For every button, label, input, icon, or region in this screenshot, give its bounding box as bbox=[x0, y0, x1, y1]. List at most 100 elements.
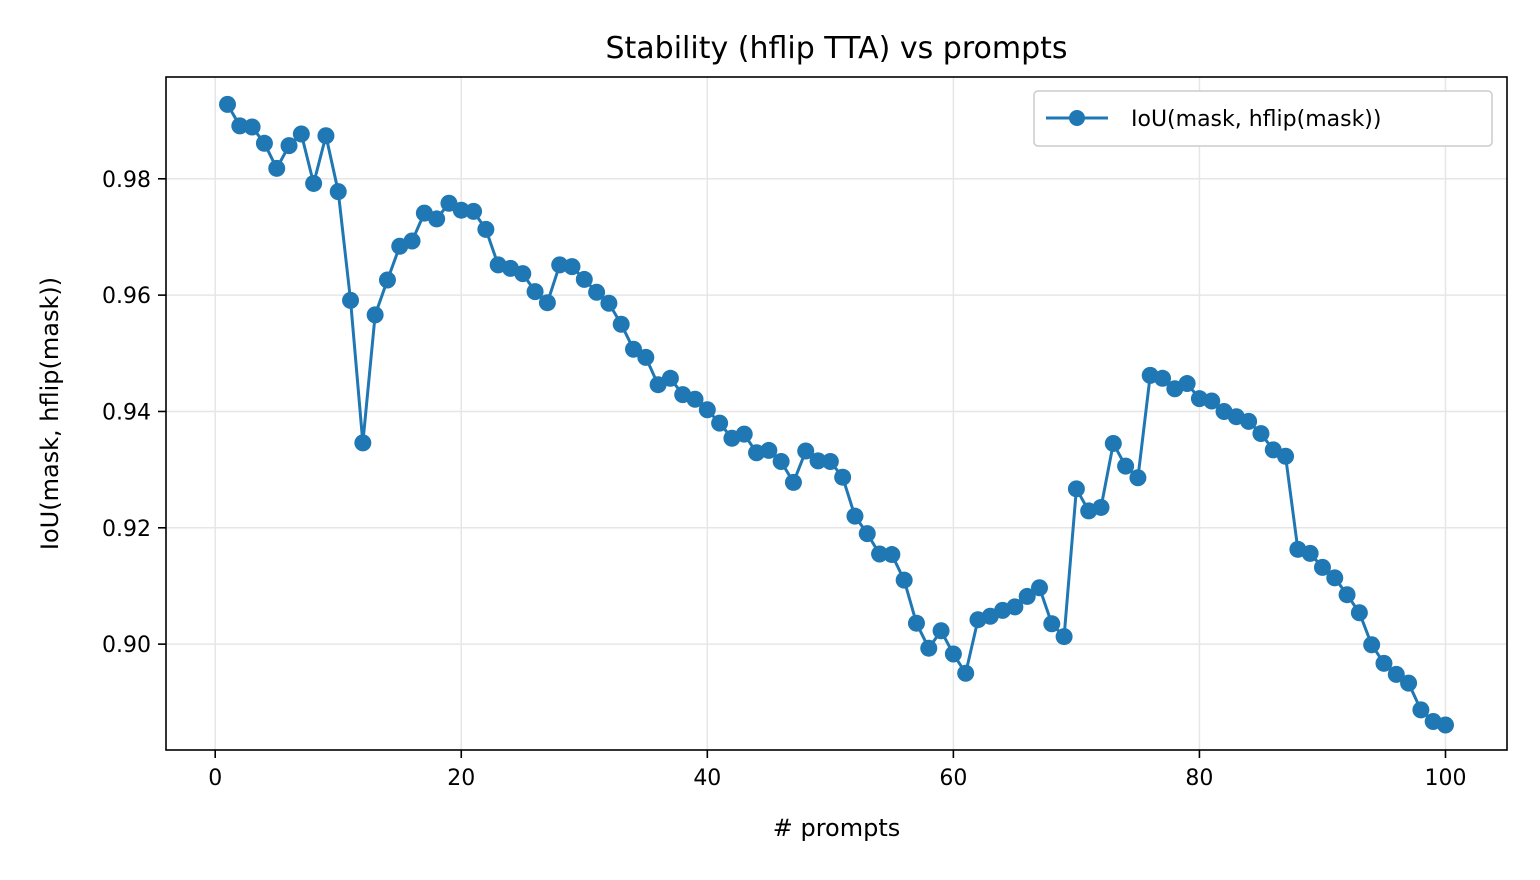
y-tick-label: 0.98 bbox=[102, 168, 151, 193]
data-point bbox=[957, 664, 975, 682]
x-tick-label: 20 bbox=[447, 766, 475, 791]
data-point bbox=[600, 294, 618, 312]
data-point bbox=[1436, 716, 1454, 734]
data-point bbox=[403, 232, 421, 250]
data-point bbox=[711, 414, 729, 432]
data-point bbox=[378, 271, 396, 289]
data-point bbox=[452, 201, 470, 219]
data-point bbox=[834, 468, 852, 486]
data-point bbox=[698, 401, 716, 419]
data-point bbox=[1203, 392, 1221, 410]
plot-frame bbox=[165, 76, 1508, 751]
x-tick-label: 40 bbox=[693, 766, 721, 791]
data-point bbox=[920, 639, 938, 657]
x-axis-label: # prompts bbox=[773, 814, 901, 842]
data-point bbox=[1301, 544, 1319, 562]
data-point bbox=[588, 283, 606, 301]
data-point bbox=[772, 452, 790, 470]
data-point bbox=[1363, 636, 1381, 654]
data-point bbox=[1313, 558, 1331, 576]
data-point bbox=[1387, 665, 1405, 683]
data-point bbox=[637, 348, 655, 366]
data-point bbox=[305, 174, 323, 192]
data-point bbox=[1277, 447, 1295, 465]
data-point bbox=[514, 265, 532, 283]
y-axis-label: IoU(mask, hflip(mask)) bbox=[36, 277, 64, 550]
data-point bbox=[268, 159, 286, 177]
data-point bbox=[1006, 598, 1024, 616]
data-point bbox=[907, 614, 925, 632]
data-point bbox=[1350, 604, 1368, 622]
data-point bbox=[1018, 587, 1036, 605]
data-point bbox=[477, 220, 495, 238]
data-point bbox=[1252, 425, 1270, 443]
data-point bbox=[231, 117, 249, 135]
data-point bbox=[883, 546, 901, 564]
data-point bbox=[243, 118, 261, 136]
data-point bbox=[428, 210, 446, 228]
data-point bbox=[317, 127, 335, 145]
data-point bbox=[784, 473, 802, 491]
data-point bbox=[1326, 569, 1344, 587]
data-point bbox=[1030, 579, 1048, 597]
data-point bbox=[329, 183, 347, 201]
data-point bbox=[1178, 375, 1196, 393]
data-point bbox=[612, 315, 630, 333]
data-point bbox=[280, 137, 298, 155]
data-point bbox=[932, 622, 950, 640]
data-point bbox=[846, 507, 864, 525]
data-point bbox=[366, 306, 384, 324]
data-point bbox=[1092, 498, 1110, 516]
data-point bbox=[1338, 586, 1356, 604]
data-point bbox=[1240, 412, 1258, 430]
x-tick-label: 80 bbox=[1185, 766, 1213, 791]
x-tick-label: 100 bbox=[1424, 766, 1466, 791]
x-tick-label: 60 bbox=[939, 766, 967, 791]
chart-title: Stability (hflip TTA) vs prompts bbox=[605, 31, 1067, 66]
data-point bbox=[1154, 369, 1172, 387]
legend-label: IoU(mask, hflip(mask)) bbox=[1131, 107, 1381, 132]
data-point bbox=[1412, 701, 1430, 719]
data-point bbox=[797, 442, 815, 460]
series-layer bbox=[219, 95, 1454, 734]
y-tick-label: 0.90 bbox=[102, 633, 151, 658]
data-point bbox=[538, 294, 556, 312]
data-point bbox=[1067, 480, 1085, 498]
legend-marker-swatch bbox=[1069, 110, 1085, 126]
data-point bbox=[1400, 674, 1418, 692]
data-point bbox=[895, 571, 913, 589]
data-point bbox=[735, 425, 753, 443]
data-point bbox=[563, 258, 581, 276]
data-point bbox=[871, 545, 889, 563]
data-point bbox=[465, 202, 483, 220]
data-point bbox=[1117, 457, 1135, 475]
data-point bbox=[440, 194, 458, 212]
data-point bbox=[858, 525, 876, 543]
data-point bbox=[944, 645, 962, 663]
data-point bbox=[625, 340, 643, 358]
data-point bbox=[292, 125, 310, 143]
data-point bbox=[661, 369, 679, 387]
data-point bbox=[1129, 469, 1147, 487]
data-point bbox=[1043, 615, 1061, 633]
legend: IoU(mask, hflip(mask)) bbox=[1033, 90, 1493, 147]
data-point bbox=[526, 283, 544, 301]
y-tick-label: 0.96 bbox=[102, 284, 151, 309]
axis-ticks: 0 20 40 60 80 100 0.90 0.92 0.94 0.96 0.98 bbox=[102, 168, 1466, 791]
data-point bbox=[255, 134, 273, 152]
data-point bbox=[575, 270, 593, 288]
data-point bbox=[1104, 434, 1122, 452]
data-point bbox=[342, 291, 360, 309]
data-point bbox=[686, 390, 704, 408]
data-point bbox=[760, 441, 778, 459]
y-tick-label: 0.92 bbox=[102, 517, 151, 542]
x-tick-label: 0 bbox=[208, 766, 222, 791]
y-tick-label: 0.94 bbox=[102, 400, 151, 425]
data-point bbox=[219, 95, 237, 113]
data-point bbox=[1055, 628, 1073, 646]
data-point bbox=[809, 452, 827, 470]
legend-box bbox=[1033, 90, 1493, 147]
data-point bbox=[1375, 654, 1393, 672]
data-point bbox=[354, 434, 372, 452]
